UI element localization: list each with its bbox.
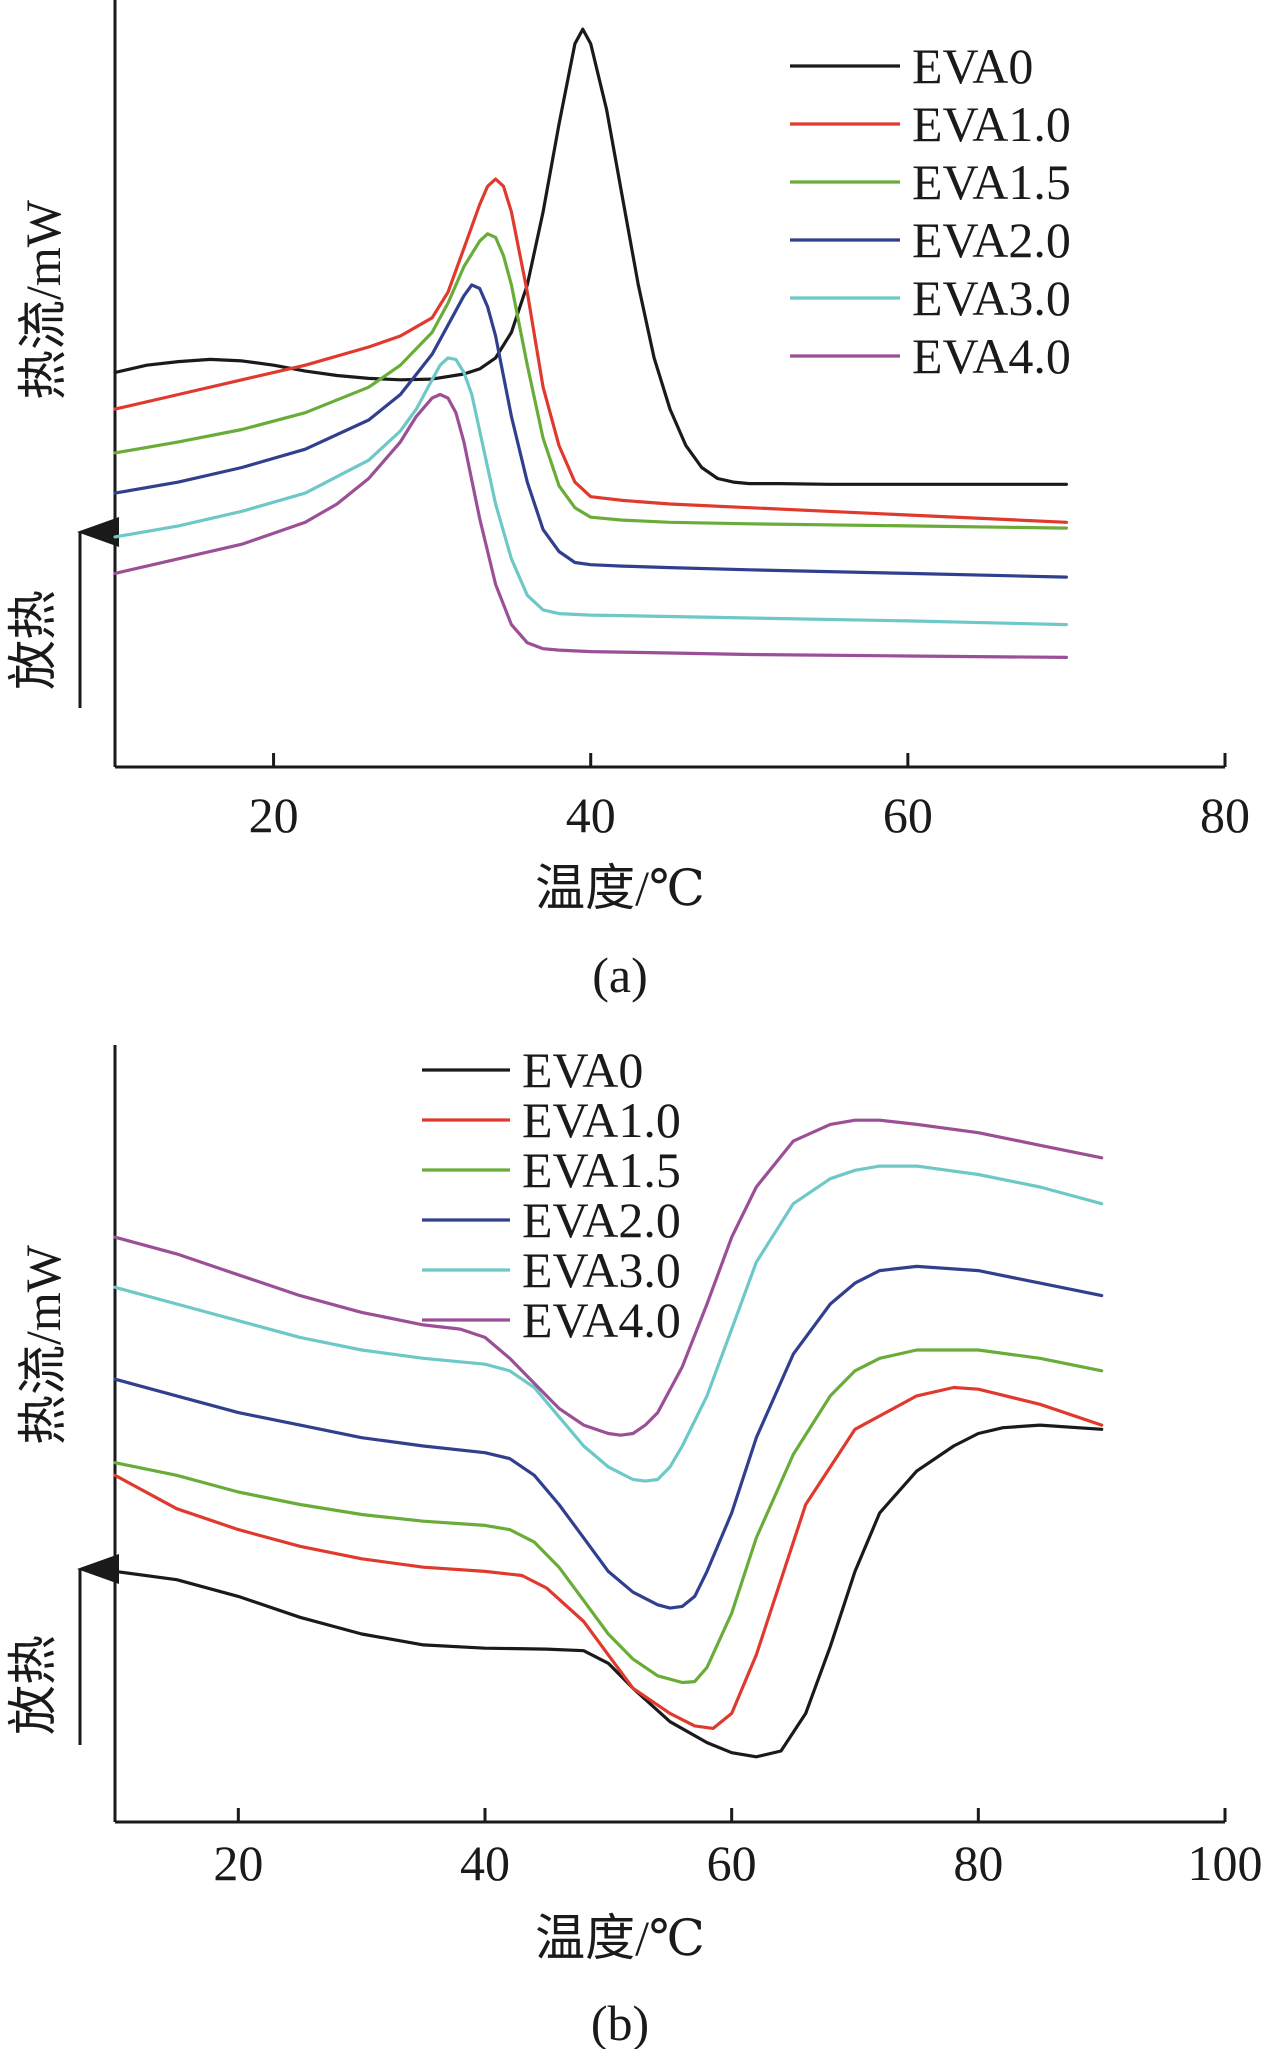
x-axis-label: 温度/℃	[535, 860, 705, 916]
x-tick-label: 100	[1188, 1835, 1263, 1891]
series-line-eva1-0	[113, 1385, 1104, 1730]
series-line-eva0	[113, 1423, 1104, 1759]
x-tick-label: 20	[249, 787, 299, 843]
legend-label: EVA3.0	[912, 270, 1071, 326]
series-line-eva1-5	[113, 1348, 1104, 1685]
panel-a: 20 40 60 80温度/℃(a)热流/mW放热EVA0EVA1.0EVA1.5EV…	[5, 0, 1250, 1003]
y-axis-label: 热流/mW	[15, 1244, 71, 1445]
series-line-eva4-0	[113, 392, 1068, 659]
x-axis-label: 温度/℃	[535, 1910, 705, 1966]
legend-label: EVA4.0	[522, 1292, 681, 1348]
exo-label: 放热	[5, 590, 61, 690]
series-line-eva1-5	[113, 232, 1068, 530]
x-tick-label: 60	[883, 787, 933, 843]
exo-label: 放热	[5, 1635, 61, 1735]
legend-label: EVA0	[522, 1042, 643, 1098]
panel-label: (b)	[591, 1995, 649, 2049]
series-line-eva2-0	[113, 1264, 1104, 1610]
legend-label: EVA2.0	[522, 1192, 681, 1248]
series-line-eva0	[113, 27, 1068, 486]
legend-label: EVA1.5	[522, 1142, 681, 1198]
legend-label: EVA2.0	[912, 212, 1071, 268]
series-line-eva3-0	[113, 356, 1068, 627]
x-tick-label: 80	[953, 1835, 1003, 1891]
x-tick-label: 40	[566, 787, 616, 843]
x-tick-label: 20	[213, 1835, 263, 1891]
x-tick-label: 40	[460, 1835, 510, 1891]
y-axis-label: 热流/mW	[15, 199, 71, 400]
panel-label: (a)	[592, 947, 648, 1003]
series-line-eva3-0	[113, 1164, 1104, 1483]
x-tick-label: 80	[1200, 787, 1250, 843]
series-line-eva4-0	[113, 1118, 1104, 1437]
series-line-eva2-0	[113, 283, 1068, 579]
legend-label: EVA0	[912, 38, 1033, 94]
legend-label: EVA1.0	[912, 96, 1071, 152]
legend-label: EVA4.0	[912, 328, 1071, 384]
legend-label: EVA3.0	[522, 1242, 681, 1298]
panel-b: 20 40 60 80 100 温度/℃ (b) 热流/mW 放热 EVA0EVA1.0EVA1.…	[5, 1042, 1263, 2049]
legend-label: EVA1.0	[522, 1092, 681, 1148]
x-tick-label: 60	[707, 1835, 757, 1891]
series-line-eva1-0	[113, 177, 1068, 524]
legend-label: EVA1.5	[912, 154, 1071, 210]
